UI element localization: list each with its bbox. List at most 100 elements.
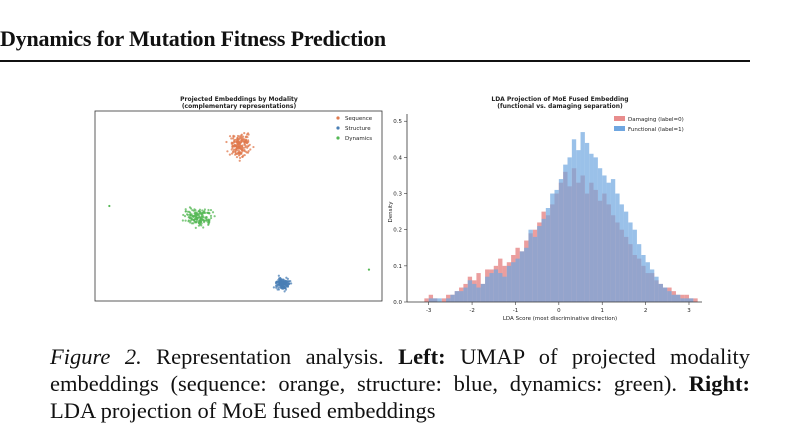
point-structure [281,287,284,290]
point-dynamics [184,210,187,213]
header-rule [0,60,750,62]
point-dynamics [201,218,204,221]
point-sequence [244,146,247,149]
bar-functional [606,182,611,302]
point-structure [290,282,293,285]
point-structure [286,277,289,280]
point-structure [276,283,279,286]
point-sequence [238,159,241,162]
bar-functional [593,157,598,302]
bar-functional [671,294,676,302]
point-dynamics [194,226,197,229]
point-sequence [243,143,247,146]
bar-damaging [693,298,698,302]
point-sequence [240,146,243,149]
point-sequence [231,137,235,140]
bar-functional [506,265,512,302]
point-dynamics-outlier [108,204,111,208]
point-sequence [235,144,238,147]
bar-functional [580,132,585,302]
lda-axes: -3 -2 -1 0 1 2 3 0.0 0.1 0.2 0.3 0.4 0.5 [393,114,702,314]
bar-functional [563,164,568,302]
bar-functional [454,291,460,302]
bar-functional [567,157,572,302]
point-sequence [235,155,239,159]
bar-functional [480,283,486,302]
point-dynamics [196,213,200,216]
bar-functional [662,287,668,302]
bar-functional [511,262,516,302]
point-dynamics [206,211,209,214]
point-dynamics [203,208,207,211]
bar-functional [498,273,503,302]
bar-functional [619,204,624,302]
point-dynamics [189,207,193,210]
bar-functional [675,294,681,302]
lda-x-tick-label: 1 [600,308,604,314]
point-sequence [244,135,247,139]
lda-title: LDA Projection of MoE Fused Embedding [491,96,628,103]
point-dynamics [207,222,210,226]
lda-x-tick-label: -1 [513,308,518,314]
bar-functional [485,276,490,302]
legend-marker-dynamics [336,136,340,140]
point-sequence [249,148,252,151]
point-dynamics [187,219,190,222]
legend-label-structure: Structure [345,126,371,132]
bar-damaging [441,298,447,302]
point-dynamics [195,216,198,219]
lda-legend: Damaging (label=0) Functional (label=1) [614,116,684,133]
lda-y-tick-label: 0.1 [393,264,402,270]
bar-functional [459,291,464,302]
legend-label-sequence: Sequence [345,116,373,122]
bar-damaging [424,298,429,302]
point-sequence [242,138,246,141]
point-sequence [225,140,228,144]
lda-y-tick-label: 0.2 [393,228,402,234]
bar-functional [519,251,525,302]
bar-functional [610,179,616,302]
point-dynamics [195,212,198,215]
lda-histogram-figure: LDA Projection of MoE Fused Embedding (f… [388,96,702,322]
point-dynamics [184,208,187,211]
point-structure [285,276,288,279]
point-sequence [230,148,233,151]
point-sequence [241,149,244,152]
bar-functional [532,236,538,302]
lda-y-tick-label: 0.3 [393,192,402,198]
point-sequence [236,134,240,138]
point-dynamics [184,219,187,222]
point-dynamics [182,213,185,217]
point-dynamics [202,226,205,229]
point-dynamics [191,218,194,221]
caption-part3: LDA projection of MoE fused embeddings [50,398,436,423]
bar-functional [476,287,481,302]
legend-label-functional: Functional (label=1) [628,127,684,133]
bar-functional [602,175,607,302]
point-structure [283,290,286,293]
point-structure [283,282,286,285]
point-dynamics [189,213,192,216]
point-dynamics [205,217,208,220]
point-sequence [242,154,245,157]
legend-swatch-damaging [614,116,625,121]
bar-functional [641,255,646,302]
point-structure [286,280,289,283]
bar-functional [433,298,438,302]
caption-label: Figure 2. [50,344,142,369]
bar-functional [558,179,564,302]
point-dynamics [194,209,197,212]
lda-x-tick-label: 2 [644,308,648,314]
bar-functional [645,262,650,302]
point-dynamics [213,215,216,218]
point-sequence [239,139,243,142]
bar-functional [688,298,694,302]
point-sequence [232,135,235,138]
point-sequence [236,152,239,156]
bar-functional [528,229,533,302]
point-sequence [245,151,248,154]
lda-ylabel: Density [388,201,394,223]
point-sequence [242,146,245,150]
bar-functional [658,283,663,302]
point-sequence [237,151,241,154]
